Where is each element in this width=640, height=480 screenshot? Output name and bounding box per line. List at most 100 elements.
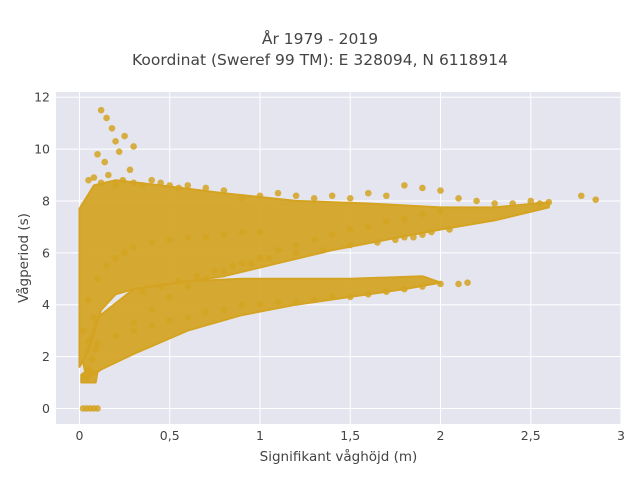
- data-point: [175, 278, 183, 285]
- data-point: [108, 125, 116, 132]
- data-point: [292, 249, 300, 257]
- data-point: [148, 239, 155, 246]
- data-point: [175, 184, 183, 192]
- data-point: [94, 340, 101, 347]
- data-point: [130, 179, 137, 187]
- data-point: [90, 174, 98, 181]
- data-point: [202, 275, 210, 283]
- chart-subtitle: Koordinat (Sweref 99 TM): E 328094, N 61…: [132, 51, 508, 69]
- data-point: [94, 275, 101, 283]
- data-point: [85, 337, 92, 345]
- data-point: [121, 249, 128, 257]
- data-point: [238, 301, 246, 308]
- data-point: [509, 200, 516, 207]
- data-point: [247, 259, 255, 267]
- data-points: [79, 106, 600, 412]
- data-point: [220, 306, 228, 314]
- data-point: [88, 355, 96, 363]
- data-point: [256, 228, 264, 236]
- data-point: [383, 288, 390, 296]
- data-point: [328, 293, 336, 301]
- lower-density-region: [82, 275, 442, 381]
- y-tick-labels: 0 2 4 6 8 10 12: [34, 90, 50, 416]
- data-point: [310, 195, 318, 202]
- data-point: [455, 195, 462, 202]
- data-point: [157, 179, 164, 187]
- y-tick-label: 10: [34, 142, 50, 157]
- data-point: [85, 296, 92, 303]
- data-point: [346, 293, 354, 301]
- data-point: [220, 267, 228, 275]
- data-point: [527, 197, 535, 205]
- data-point: [274, 246, 282, 254]
- y-tick-label: 0: [42, 401, 50, 416]
- data-point: [130, 319, 137, 327]
- x-tick-label: 2,5: [521, 428, 541, 443]
- data-point: [319, 246, 327, 254]
- data-point: [202, 309, 210, 316]
- data-point: [401, 285, 408, 293]
- y-tick-label: 8: [42, 193, 50, 208]
- data-point: [446, 226, 453, 233]
- data-point: [81, 374, 89, 381]
- data-point: [392, 236, 399, 244]
- data-point: [491, 200, 498, 207]
- data-point: [202, 184, 210, 192]
- data-point: [166, 293, 174, 301]
- data-point: [328, 192, 336, 200]
- data-point: [148, 306, 155, 314]
- data-point: [577, 192, 585, 200]
- data-point: [94, 405, 101, 412]
- data-point: [184, 182, 192, 189]
- data-point: [310, 296, 318, 303]
- data-point: [346, 195, 354, 202]
- data-point: [130, 244, 137, 251]
- data-point: [292, 298, 300, 306]
- y-tick-label: 12: [34, 90, 50, 105]
- data-point: [401, 233, 408, 241]
- x-tick-label: 0: [75, 428, 83, 443]
- data-point: [292, 192, 300, 200]
- data-point: [112, 254, 119, 262]
- main-density-region: [78, 179, 550, 368]
- y-tick-label: 4: [42, 297, 50, 312]
- x-tick-label: 0,5: [160, 428, 180, 443]
- data-point: [274, 298, 282, 306]
- data-point: [112, 182, 119, 189]
- data-point: [428, 228, 435, 236]
- data-point: [166, 182, 174, 189]
- x-axis-label: Signifikant våghöjd (m): [260, 448, 418, 465]
- data-point: [383, 218, 390, 225]
- chart-title: År 1979 - 2019: [261, 30, 379, 48]
- data-point: [374, 239, 381, 246]
- data-point: [437, 208, 444, 215]
- data-point: [256, 301, 264, 308]
- data-point: [592, 196, 600, 203]
- data-point: [85, 176, 92, 184]
- data-point: [419, 283, 426, 290]
- data-point: [115, 148, 123, 155]
- x-tick-label: 2: [437, 428, 445, 443]
- x-tick-labels: 0 0,5 1 1,5 2 2,5 3: [75, 428, 624, 443]
- data-point: [166, 236, 174, 244]
- data-point: [79, 327, 87, 334]
- data-point: [364, 189, 372, 197]
- data-point: [94, 150, 101, 158]
- y-axis-label: Vågperiod (s): [15, 213, 32, 303]
- data-point: [401, 182, 408, 189]
- data-point: [238, 228, 246, 236]
- data-point: [455, 280, 462, 288]
- data-point: [238, 259, 246, 267]
- data-point: [419, 210, 426, 218]
- data-point: [184, 314, 192, 321]
- data-point: [437, 187, 444, 194]
- y-tick-label: 2: [42, 349, 50, 364]
- data-point: [126, 166, 134, 174]
- data-point: [274, 189, 282, 197]
- data-point: [346, 226, 354, 233]
- data-point: [229, 262, 237, 270]
- y-tick-label: 6: [42, 245, 50, 260]
- data-point: [383, 192, 390, 200]
